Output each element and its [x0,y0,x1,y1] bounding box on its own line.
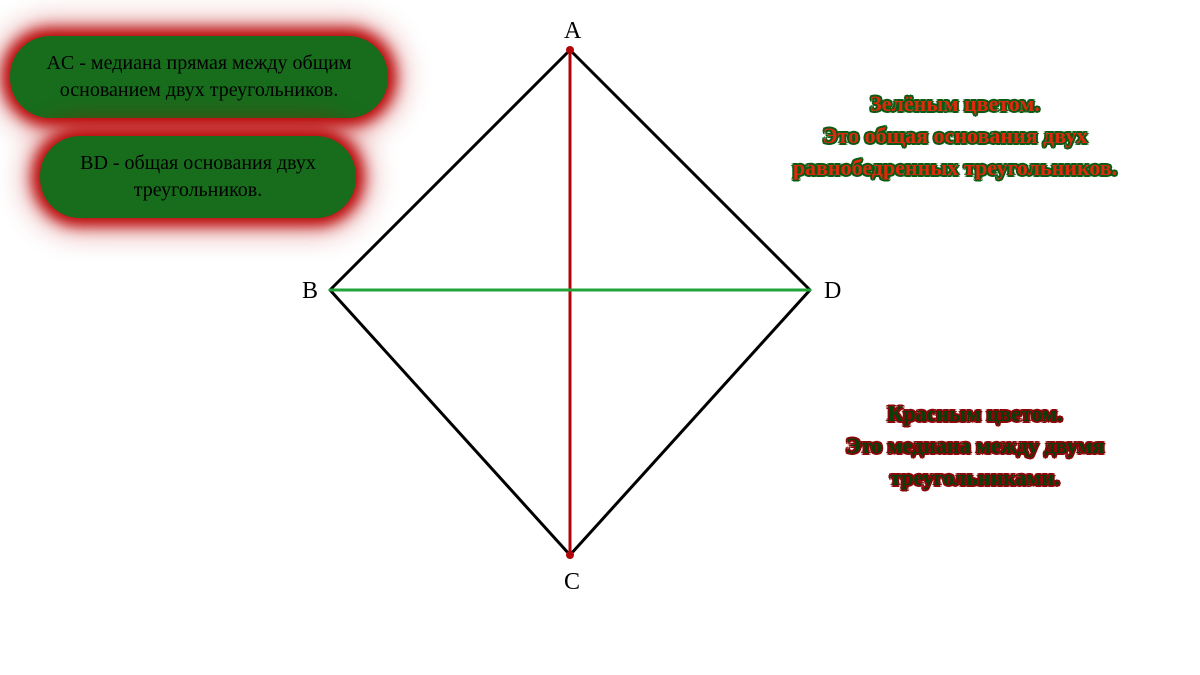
vertex-label-c: C [564,569,580,596]
note-red: Красным цветом. Это медиана между двумя … [790,398,1160,494]
callout-ac-median: AC - медиана прямая между общим основани… [10,36,388,118]
vertex-label-a: A [564,18,581,45]
callout-bd-base: BD - общая основания двух треугольников. [40,136,356,218]
vertex-label-d: D [824,278,841,305]
vertex-label-b: B [302,278,318,305]
note-green: Зелёным цветом. Это общая основания двух… [740,88,1170,184]
diagram-stage: A B C D AC - медиана прямая между общим … [0,0,1200,675]
